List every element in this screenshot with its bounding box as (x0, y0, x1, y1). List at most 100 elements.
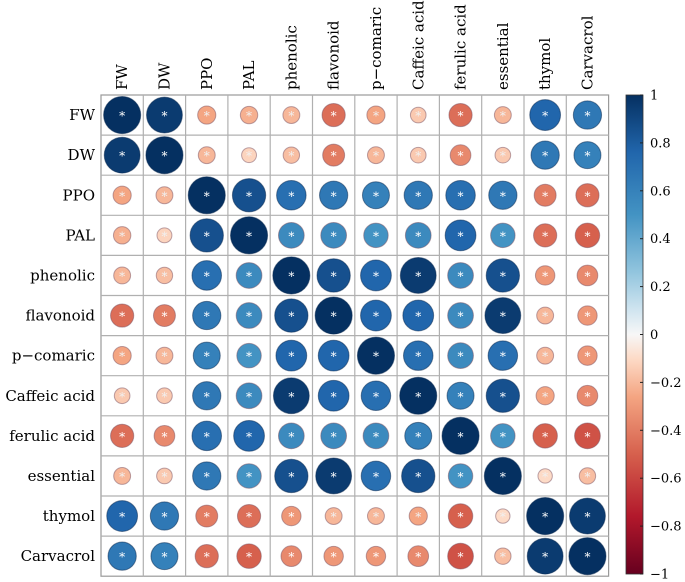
correlation-circle (323, 545, 344, 567)
significance-marker: * (331, 390, 337, 404)
significance-marker: * (458, 310, 464, 324)
significance-marker: * (119, 430, 125, 444)
significance-marker: * (288, 390, 294, 404)
correlation-circle (103, 96, 142, 135)
correlation-circle (155, 186, 174, 205)
significance-marker: * (288, 149, 294, 163)
colorbar-tick-label: 0.6 (650, 184, 671, 199)
correlation-circle (361, 181, 390, 210)
significance-marker: * (204, 470, 210, 484)
correlation-circle (106, 500, 139, 532)
colorbar-tick-label: 0 (650, 328, 658, 343)
correlation-circle (314, 296, 353, 335)
correlation-circle (192, 461, 222, 491)
correlation-circle (153, 424, 176, 447)
correlation-circle (402, 299, 435, 332)
correlation-circle (572, 100, 603, 130)
correlation-circle (192, 341, 221, 370)
correlation-circle (236, 342, 262, 369)
colorbar-legend: 1 0.8 0.6 0.4 0.2 0 −0.2 −0.4 −0.6 −0.8 −1 (625, 89, 682, 582)
correlation-circle (447, 542, 474, 570)
correlation-circle (239, 105, 259, 125)
significance-marker: * (331, 109, 337, 123)
correlation-circle (483, 456, 522, 496)
column-label: p−comaric (367, 7, 385, 90)
significance-marker: * (542, 109, 548, 123)
correlation-circle (194, 544, 219, 569)
significance-marker: * (119, 510, 125, 524)
significance-marker: * (204, 310, 210, 324)
correlation-circle (403, 180, 433, 210)
significance-marker: * (500, 550, 506, 564)
significance-marker: * (161, 189, 167, 203)
correlation-circle (529, 99, 562, 131)
correlation-circle (487, 340, 519, 371)
matrix-grid (100, 94, 610, 577)
correlation-circle (321, 102, 346, 128)
significance-marker: * (204, 229, 210, 243)
correlation-circle (490, 423, 516, 449)
row-label: ferulic acid (9, 427, 95, 445)
significance-marker: * (119, 310, 125, 324)
column-label: FW (113, 64, 131, 90)
correlation-circle (447, 463, 474, 489)
significance-marker: * (161, 229, 167, 243)
significance-marker: * (288, 470, 294, 484)
significance-marker: * (373, 390, 379, 404)
correlation-circle (494, 547, 512, 565)
correlation-circle (485, 258, 521, 293)
column-label: DW (155, 62, 173, 90)
correlation-circle (282, 146, 301, 164)
significance-marker: * (415, 149, 421, 163)
correlation-circle (576, 384, 599, 407)
significance-marker: * (246, 350, 252, 364)
correlation-circle (526, 537, 564, 575)
significance-marker: * (415, 430, 421, 444)
correlation-circle (150, 542, 179, 571)
significance-marker: * (331, 149, 337, 163)
significance-marker: * (373, 269, 379, 283)
significance-marker: * (458, 189, 464, 203)
correlation-circle (366, 105, 386, 125)
significance-marker: * (119, 149, 125, 163)
correlation-circle (236, 463, 262, 489)
significance-marker: * (542, 229, 548, 243)
significance-marker: * (246, 470, 252, 484)
row-label: PAL (65, 226, 95, 244)
significance-marker: * (584, 149, 590, 163)
correlation-circle (574, 222, 601, 249)
row-label: phenolic (30, 266, 95, 284)
correlation-circle (449, 144, 472, 167)
column-label: thymol (536, 38, 554, 90)
correlation-circle (537, 468, 553, 484)
correlation-circle (149, 501, 180, 531)
significance-marker: * (161, 149, 167, 163)
colorbar-tick-label: −0.2 (650, 376, 682, 391)
significance-marker: * (246, 109, 252, 123)
significance-marker: * (584, 310, 590, 324)
correlation-circle (236, 543, 262, 569)
correlation-circle (152, 304, 176, 328)
colorbar-tick-label: 1 (650, 89, 658, 104)
significance-marker: * (415, 390, 421, 404)
significance-marker: * (584, 470, 590, 484)
significance-marker: * (161, 470, 167, 484)
colorbar-tick-label: 0.8 (650, 136, 671, 151)
significance-marker: * (331, 550, 337, 564)
significance-marker: * (161, 430, 167, 444)
correlation-circle (231, 178, 267, 213)
significance-marker: * (373, 430, 379, 444)
significance-marker: * (246, 430, 252, 444)
correlation-circle (322, 143, 346, 167)
significance-marker: * (542, 350, 548, 364)
correlation-circle (110, 423, 135, 448)
significance-marker: * (542, 430, 548, 444)
significance-marker: * (415, 550, 421, 564)
significance-marker: * (161, 510, 167, 524)
correlation-circle (576, 264, 599, 287)
significance-marker: * (161, 109, 167, 123)
significance-marker: * (331, 229, 337, 243)
correlation-circle (112, 346, 132, 366)
correlation-circle (494, 146, 512, 164)
significance-marker: * (458, 350, 464, 364)
